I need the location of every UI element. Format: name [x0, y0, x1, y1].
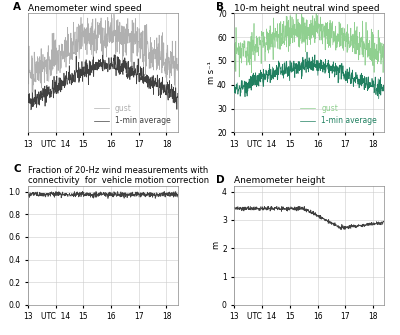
gust: [232, 67, 237, 71]
gust: [336, 36, 341, 40]
Line: 1-min average: 1-min average: [28, 55, 178, 110]
Line: gust: gust: [28, 14, 178, 98]
Text: Anemometer height: Anemometer height: [234, 176, 326, 185]
Text: Anemometer wind speed: Anemometer wind speed: [28, 4, 142, 13]
1-min average: [328, 66, 333, 70]
gust: [130, 41, 135, 45]
Y-axis label: m: m: [212, 241, 220, 250]
gust: [122, 42, 127, 46]
1-min average: [26, 97, 30, 102]
1-min average: [376, 97, 381, 101]
Legend: gust, 1-min average: gust, 1-min average: [297, 100, 380, 129]
gust: [272, 36, 277, 40]
1-min average: [28, 108, 33, 112]
1-min average: [272, 71, 277, 75]
1-min average: [122, 60, 127, 64]
1-min average: [382, 88, 386, 92]
Y-axis label: m s⁻¹: m s⁻¹: [207, 61, 216, 84]
Text: D: D: [216, 175, 225, 185]
gust: [338, 44, 343, 48]
gust: [314, 2, 319, 6]
gust: [66, 53, 70, 57]
Text: B: B: [216, 2, 224, 12]
1-min average: [143, 76, 148, 80]
Text: A: A: [13, 2, 21, 12]
1-min average: [350, 77, 354, 81]
Text: C: C: [13, 164, 21, 174]
gust: [382, 56, 386, 60]
1-min average: [132, 73, 137, 77]
gust: [143, 23, 148, 27]
gust: [112, 12, 116, 16]
Legend: gust, 1-min average: gust, 1-min average: [90, 100, 174, 129]
1-min average: [336, 72, 341, 76]
1-min average: [113, 53, 118, 57]
1-min average: [306, 67, 311, 71]
1-min average: [130, 66, 135, 70]
gust: [328, 41, 333, 45]
Line: gust: gust: [234, 4, 384, 77]
gust: [350, 33, 354, 37]
gust: [175, 62, 180, 66]
1-min average: [66, 76, 70, 80]
gust: [26, 52, 30, 56]
1-min average: [232, 91, 237, 95]
1-min average: [175, 91, 180, 95]
gust: [100, 41, 105, 45]
gust: [30, 96, 34, 100]
gust: [237, 75, 242, 79]
1-min average: [100, 53, 105, 57]
1-min average: [305, 50, 310, 54]
gust: [132, 32, 137, 36]
Line: 1-min average: 1-min average: [234, 52, 384, 99]
Text: 10-m height neutral wind speed: 10-m height neutral wind speed: [234, 4, 380, 13]
gust: [306, 28, 311, 32]
1-min average: [338, 67, 343, 71]
Text: Fraction of 20-Hz wind measurements with
connectivity  for  vehicle motion corre: Fraction of 20-Hz wind measurements with…: [28, 166, 209, 185]
